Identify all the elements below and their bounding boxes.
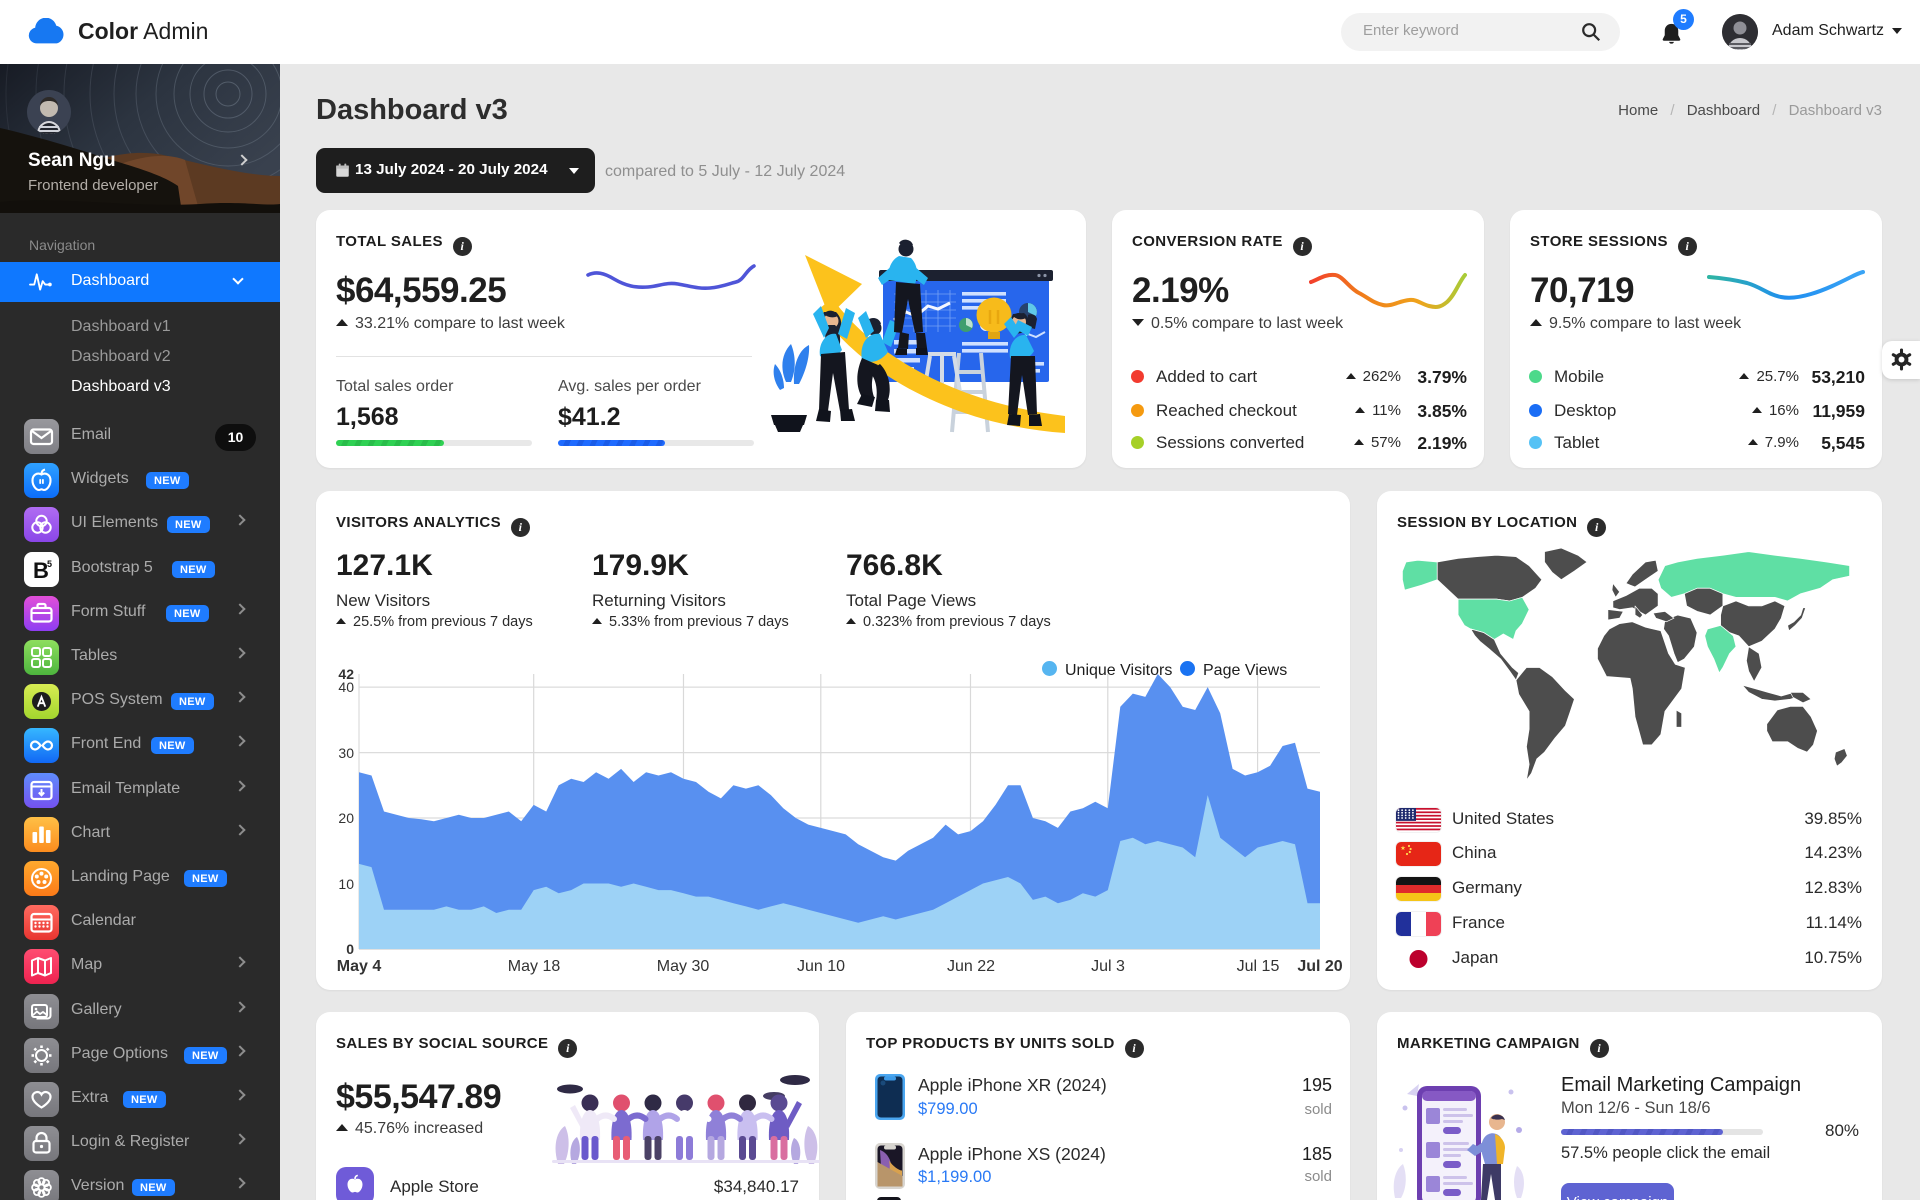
svg-text:5: 5 [47, 559, 52, 569]
svg-text:B: B [33, 558, 49, 583]
